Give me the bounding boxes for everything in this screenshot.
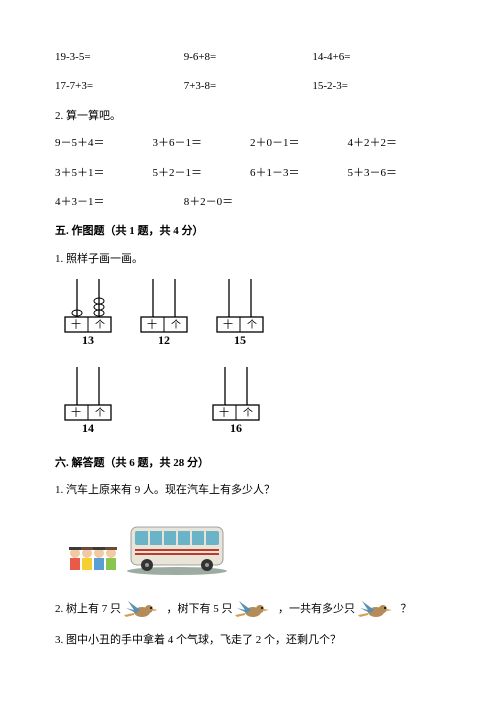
svg-text:13: 13 (82, 333, 94, 347)
abacus-16: 十 个16 (207, 367, 265, 440)
section-5-title: 五. 作图题（共 1 题，共 4 分） (55, 224, 445, 239)
svg-text:12: 12 (158, 333, 170, 347)
q2-text-post: ，一共有多少只 (278, 603, 355, 615)
q2-text-mid: ，树下有 5 只 (167, 603, 233, 615)
svg-text:个: 个 (171, 319, 181, 331)
bus-icon (127, 527, 227, 575)
equation: 6＋1－3＝ (250, 166, 348, 181)
equation: 8＋2－0＝ (184, 195, 313, 210)
abacus-row-2: 十个14 十个16 (59, 367, 445, 440)
equation-row-1: 19-3-5= 9-6+8= 14-4+6= (55, 50, 445, 65)
section-6-q3: 3. 图中小丑的手中拿着 4 个气球，飞走了 2 个，还剩几个？ (55, 633, 445, 648)
svg-text:个: 个 (247, 319, 257, 331)
equation: 3＋6－1＝ (153, 136, 251, 151)
bird-icon (124, 603, 164, 615)
section-6-q2: 2. 树上有 7 只 ，树下有 5 只 ，一共有多少只 ？ (55, 597, 445, 621)
svg-text:14: 14 (82, 421, 94, 435)
section-6-title: 六. 解答题（共 6 题，共 28 分） (55, 456, 445, 471)
equation: 4＋3－1＝ (55, 195, 184, 210)
q2-text-end: ？ (401, 603, 412, 615)
svg-text:16: 16 (230, 421, 242, 435)
svg-text:十: 十 (71, 406, 81, 419)
kids-icon (69, 547, 117, 570)
abacus-row-1: 十个13 十个12 十个15 (59, 279, 445, 352)
calc-label: 2. 算一算吧。 (55, 109, 445, 124)
svg-text:十: 十 (71, 318, 81, 331)
svg-text:个: 个 (95, 407, 105, 419)
svg-text:个: 个 (95, 319, 105, 331)
equation: 7+3-8= (184, 79, 313, 94)
equation-row-3: 9－5＋4＝ 3＋6－1＝ 2＋0－1＝ 4＋2＋2＝ (55, 136, 445, 151)
equation: 19-3-5= (55, 50, 184, 65)
svg-text:十: 十 (223, 318, 233, 331)
section-5-q1: 1. 照样子画一画。 (55, 252, 445, 267)
bird-icon (358, 603, 398, 615)
bus-illustration (55, 507, 445, 579)
equation: 9－5＋4＝ (55, 136, 153, 151)
equation: 9-6+8= (184, 50, 313, 65)
q2-text-pre: 2. 树上有 7 只 (55, 603, 121, 615)
abacus-13: 十 个13 (59, 279, 117, 352)
abacus-14: 十 个14 (59, 367, 117, 440)
equation: 17-7+3= (55, 79, 184, 94)
equation-row-4: 3＋5＋1＝ 5＋2－1＝ 6＋1－3＝ 5＋3－6＝ (55, 166, 445, 181)
equation: 5＋2－1＝ (153, 166, 251, 181)
abacus-12: 十 个12 (135, 279, 193, 352)
abacus-15: 十 个15 (211, 279, 269, 352)
equation: 3＋5＋1＝ (55, 166, 153, 181)
equation: 2＋0－1＝ (250, 136, 348, 151)
equation-row-2: 17-7+3= 7+3-8= 15-2-3= (55, 79, 445, 94)
svg-text:15: 15 (234, 333, 246, 347)
bird-icon (235, 603, 275, 615)
svg-text:十: 十 (147, 318, 157, 331)
svg-text:个: 个 (243, 407, 253, 419)
equation: 14-4+6= (312, 50, 441, 65)
equation: 5＋3－6＝ (348, 166, 446, 181)
equation-row-5: 4＋3－1＝ 8＋2－0＝ (55, 195, 445, 210)
equation: 4＋2＋2＝ (348, 136, 446, 151)
section-6-q1: 1. 汽车上原来有 9 人。现在汽车上有多少人？ (55, 483, 445, 498)
svg-text:十: 十 (219, 406, 229, 419)
equation: 15-2-3= (312, 79, 441, 94)
